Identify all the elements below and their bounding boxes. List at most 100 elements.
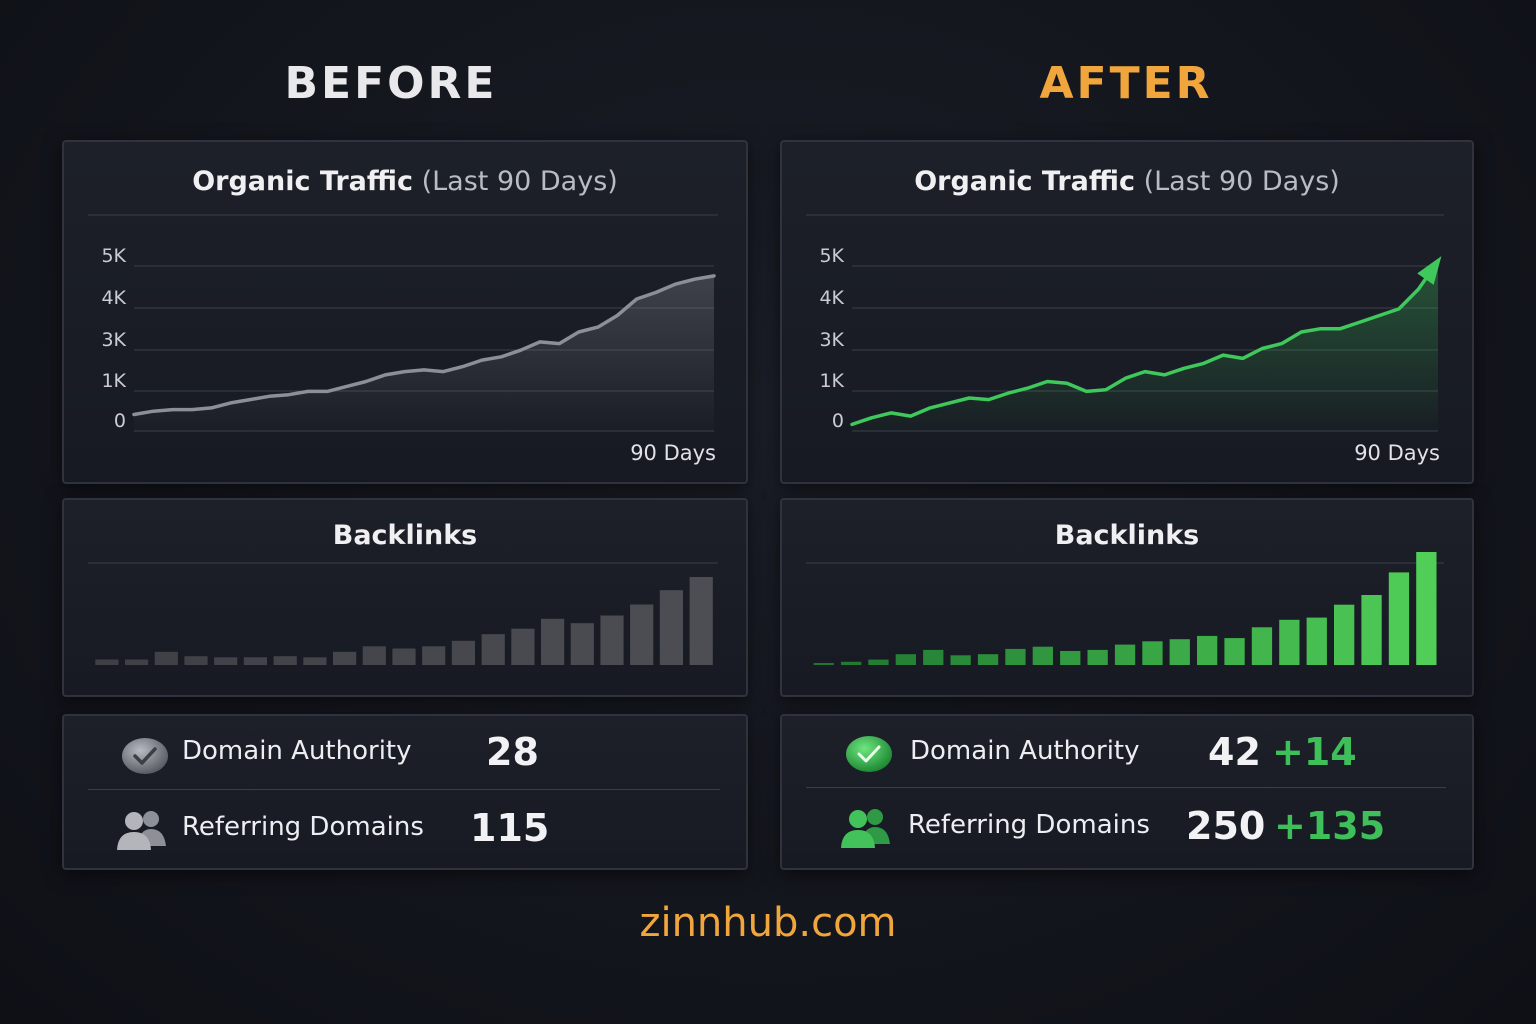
before-traffic-y-tick-label: 1K [101, 370, 126, 392]
after-backlinks-bar [1032, 646, 1053, 665]
before-traffic-chart: 0 1K 3K 4K 5K 90 Days [88, 214, 718, 465]
before-backlinks-bar [511, 628, 535, 665]
after-domain-authority-row: Domain Authority 42 +14 [782, 722, 1472, 782]
before-traffic-series-line [132, 274, 716, 417]
after-backlinks-bar [1169, 639, 1190, 665]
before-traffic-y-tick-label: 3K [101, 329, 126, 351]
check-circle-icon [846, 736, 892, 772]
after-backlinks-bar [1251, 627, 1273, 665]
after-backlinks-title-text: Backlinks [1054, 520, 1200, 551]
before-domain-authority-row: Domain Authority 28 [64, 722, 746, 782]
before-backlinks-bar [600, 615, 624, 665]
before-backlinks-title: Backlinks [64, 520, 746, 551]
after-referring-domains-row: Referring Domains 250 +135 [782, 796, 1472, 856]
after-backlinks-bar [813, 663, 834, 665]
before-backlinks-title-text: Backlinks [332, 520, 478, 551]
before-backlinks-bar [689, 577, 713, 665]
after-traffic-y-tick-label: 3K [819, 329, 844, 351]
after-traffic-series-line [850, 259, 1440, 427]
after-traffic-panel: Organic Traffic (Last 90 Days) 0 1K 3K 4K 5K… [780, 140, 1474, 484]
after-stats-panel: Domain Authority 42 +14 Referring Domain… [780, 714, 1474, 870]
after-backlinks-bar [1361, 595, 1382, 665]
after-backlinks-bar [841, 661, 862, 665]
after-backlinks-bar [1306, 617, 1327, 665]
before-stats-divider [88, 789, 720, 790]
before-backlinks-bar [570, 623, 594, 665]
after-backlinks-bar [950, 655, 971, 665]
after-traffic-x-axis-label: 90 Days [1354, 441, 1440, 465]
after-backlinks-title: Backlinks [782, 520, 1472, 551]
before-backlinks-chart [88, 562, 718, 665]
before-traffic-x-axis-label: 90 Days [630, 441, 716, 465]
before-stats-panel: Domain Authority 28 Referring Domains 11… [62, 714, 748, 870]
after-stats-divider [806, 787, 1446, 788]
before-backlinks-bar [243, 657, 267, 665]
before-domain-authority-label: Domain Authority [182, 736, 412, 766]
before-backlinks-bar [214, 657, 238, 665]
before-traffic-y-tick-label: 4K [101, 287, 126, 309]
before-traffic-panel: Organic Traffic (Last 90 Days) 0 1K 3K 4K 5K… [62, 140, 748, 484]
before-backlinks-bar [333, 651, 357, 665]
after-traffic-title: Organic Traffic (Last 90 Days) [782, 166, 1472, 197]
after-referring-domains-value: 250 [1186, 804, 1266, 848]
after-traffic-arrowhead [1417, 256, 1442, 285]
footer-brand: zinnhub.com [639, 900, 897, 946]
after-domain-authority-label: Domain Authority [910, 736, 1140, 766]
after-backlinks-bar [1279, 619, 1300, 665]
before-referring-domains-row: Referring Domains 115 [64, 798, 746, 858]
before-backlinks-bar [273, 656, 297, 665]
after-backlinks-bar [1060, 651, 1081, 665]
before-backlinks-bar [422, 646, 446, 665]
before-traffic-title-main: Organic Traffic [192, 166, 413, 197]
after-traffic-y-tick-label: 5K [819, 245, 844, 267]
after-domain-authority-value: 42 [1208, 730, 1261, 774]
after-referring-domains-label: Referring Domains [908, 810, 1150, 840]
after-backlinks-bar [1005, 648, 1026, 665]
before-backlinks-bar [95, 659, 119, 665]
before-backlinks-bar [125, 659, 149, 665]
before-backlinks-bar [362, 646, 386, 665]
before-backlinks-bar [154, 651, 178, 665]
before-referring-domains-label: Referring Domains [182, 812, 424, 842]
before-traffic-y-tick-label: 0 [114, 410, 126, 432]
after-backlinks-bar [868, 659, 889, 665]
after-backlinks-bar [977, 654, 999, 665]
users-icon [117, 811, 166, 850]
after-backlinks-bar [1142, 641, 1163, 665]
after-backlinks-bar [1334, 604, 1355, 665]
after-backlinks-panel: Backlinks [780, 498, 1474, 697]
after-backlinks-bar [1224, 638, 1245, 665]
before-backlinks-bar [481, 634, 505, 665]
after-traffic-title-main: Organic Traffic [914, 166, 1135, 197]
after-domain-authority-delta: +14 [1272, 730, 1357, 774]
after-backlinks-bar [1416, 552, 1437, 665]
before-backlinks-bar [184, 656, 208, 665]
before-traffic-y-tick-label: 5K [101, 245, 126, 267]
after-traffic-y-tick-label: 0 [832, 410, 844, 432]
before-traffic-area [134, 275, 714, 431]
after-backlinks-bar [923, 649, 944, 665]
check-circle-icon [122, 738, 168, 774]
after-traffic-y-tick-label: 1K [819, 370, 844, 392]
after-backlinks-bar [1114, 644, 1136, 665]
after-referring-domains-delta: +135 [1274, 804, 1386, 848]
before-traffic-title: Organic Traffic (Last 90 Days) [64, 166, 746, 197]
users-icon [841, 809, 890, 848]
before-traffic-title-sub: (Last 90 Days) [421, 166, 618, 197]
before-heading: BEFORE [284, 58, 498, 109]
after-backlinks-bar [1087, 649, 1108, 665]
before-backlinks-bar [392, 648, 416, 665]
after-heading: AFTER [1039, 58, 1213, 109]
before-backlinks-bar [630, 604, 654, 665]
after-traffic-area [852, 261, 1438, 431]
after-traffic-y-tick-label: 4K [819, 287, 844, 309]
before-domain-authority-value: 28 [486, 730, 539, 774]
before-backlinks-panel: Backlinks [62, 498, 748, 697]
before-backlinks-bar [659, 590, 683, 665]
after-backlinks-bar [1197, 635, 1218, 665]
after-backlinks-bar [1388, 572, 1410, 665]
after-traffic-title-sub: (Last 90 Days) [1143, 166, 1340, 197]
before-backlinks-bar [541, 618, 565, 665]
after-traffic-chart: 0 1K 3K 4K 5K 90 Days [806, 214, 1444, 465]
before-backlinks-bar [451, 640, 475, 665]
